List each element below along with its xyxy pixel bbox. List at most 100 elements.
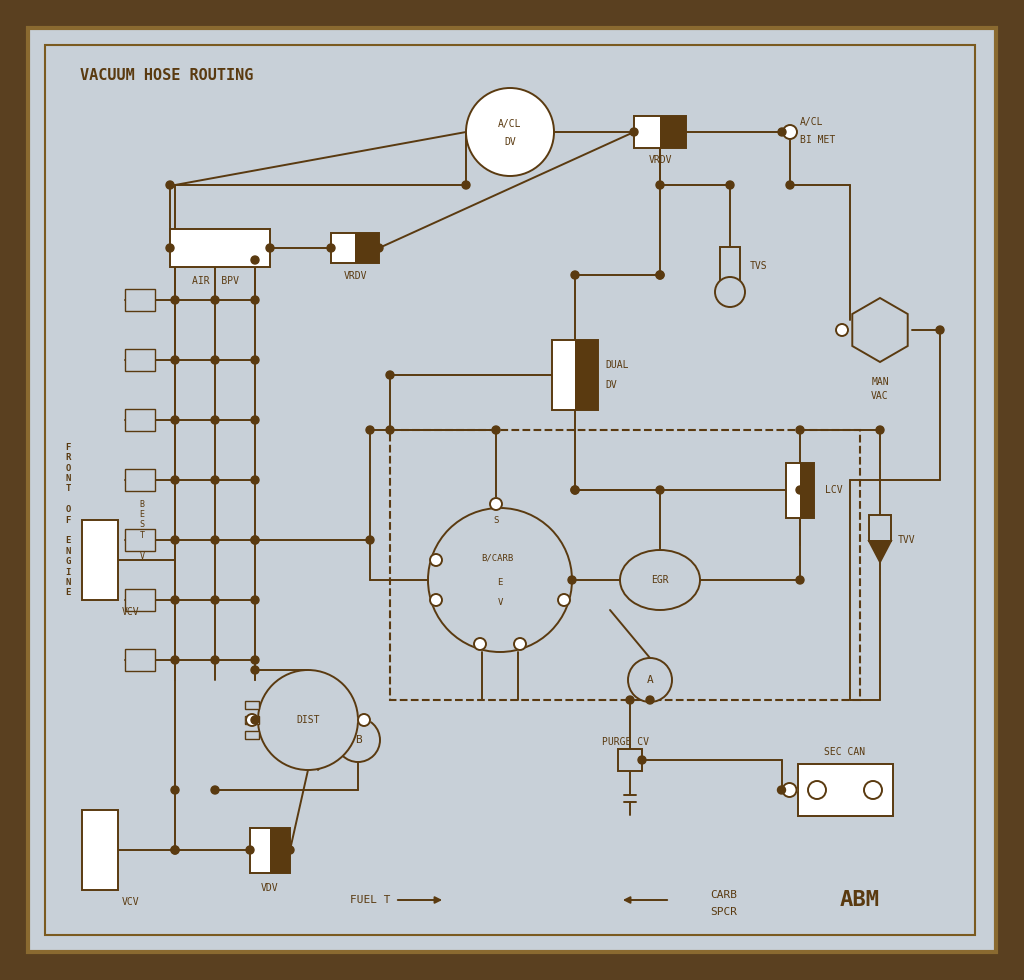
Text: DIST: DIST [296, 715, 319, 725]
Circle shape [936, 326, 944, 334]
Text: DUAL: DUAL [605, 360, 629, 370]
Circle shape [656, 486, 664, 494]
Circle shape [777, 786, 785, 794]
Circle shape [366, 426, 374, 434]
Circle shape [656, 271, 664, 279]
Circle shape [171, 296, 179, 304]
FancyBboxPatch shape [786, 463, 800, 517]
Circle shape [251, 476, 259, 484]
FancyBboxPatch shape [125, 289, 155, 311]
Circle shape [783, 125, 797, 139]
Polygon shape [852, 298, 907, 362]
Circle shape [251, 656, 259, 664]
FancyBboxPatch shape [575, 340, 598, 410]
FancyBboxPatch shape [125, 349, 155, 371]
Circle shape [251, 596, 259, 604]
Circle shape [796, 426, 804, 434]
Circle shape [492, 426, 500, 434]
Text: EGR: EGR [651, 575, 669, 585]
Circle shape [171, 476, 179, 484]
Text: S: S [494, 515, 499, 524]
Text: A: A [646, 675, 653, 685]
Text: VAC: VAC [871, 391, 889, 401]
FancyBboxPatch shape [82, 810, 118, 890]
Text: VCV: VCV [122, 897, 139, 907]
Circle shape [246, 714, 258, 726]
Circle shape [211, 476, 219, 484]
Text: VACUUM HOSE ROUTING: VACUUM HOSE ROUTING [80, 68, 253, 82]
Circle shape [251, 416, 259, 424]
Circle shape [211, 786, 219, 794]
Text: B
E
S
T
 
V: B E S T V [139, 500, 144, 561]
Circle shape [171, 536, 179, 544]
Circle shape [646, 696, 654, 704]
Text: TVV: TVV [898, 535, 915, 545]
Text: VCV: VCV [122, 607, 139, 617]
FancyBboxPatch shape [125, 469, 155, 491]
Circle shape [211, 416, 219, 424]
FancyBboxPatch shape [125, 649, 155, 671]
Circle shape [251, 716, 259, 724]
FancyBboxPatch shape [245, 716, 259, 724]
FancyBboxPatch shape [270, 827, 290, 872]
Circle shape [778, 128, 786, 136]
FancyBboxPatch shape [82, 520, 118, 600]
Text: DV: DV [504, 137, 516, 147]
Circle shape [171, 846, 179, 854]
Circle shape [211, 656, 219, 664]
Circle shape [386, 426, 394, 434]
Text: B: B [354, 735, 361, 745]
FancyBboxPatch shape [618, 749, 642, 771]
Circle shape [796, 486, 804, 494]
FancyBboxPatch shape [125, 529, 155, 551]
Circle shape [211, 296, 219, 304]
Text: VRDV: VRDV [648, 155, 672, 165]
FancyBboxPatch shape [798, 764, 893, 816]
Circle shape [171, 596, 179, 604]
Circle shape [628, 658, 672, 702]
Circle shape [786, 181, 794, 189]
Circle shape [626, 696, 634, 704]
FancyBboxPatch shape [245, 701, 259, 709]
Circle shape [490, 498, 502, 510]
Circle shape [836, 324, 848, 336]
Circle shape [166, 244, 174, 252]
Circle shape [366, 536, 374, 544]
Ellipse shape [620, 550, 700, 610]
FancyBboxPatch shape [552, 340, 575, 410]
Circle shape [876, 426, 884, 434]
Circle shape [796, 576, 804, 584]
FancyBboxPatch shape [170, 229, 270, 267]
Circle shape [171, 846, 179, 854]
Text: LCV: LCV [825, 485, 843, 495]
Circle shape [430, 594, 442, 606]
Circle shape [246, 846, 254, 854]
Circle shape [630, 128, 638, 136]
FancyBboxPatch shape [355, 233, 379, 263]
FancyBboxPatch shape [125, 589, 155, 611]
Text: TVS: TVS [750, 261, 768, 271]
Circle shape [251, 356, 259, 364]
Circle shape [808, 781, 826, 799]
FancyBboxPatch shape [125, 409, 155, 431]
Circle shape [656, 181, 664, 189]
FancyBboxPatch shape [634, 116, 660, 148]
Text: FUEL T: FUEL T [349, 895, 390, 905]
Circle shape [211, 356, 219, 364]
Circle shape [638, 756, 646, 764]
FancyBboxPatch shape [800, 463, 814, 517]
Circle shape [251, 296, 259, 304]
Text: AIR  BPV: AIR BPV [191, 276, 239, 286]
Circle shape [864, 781, 882, 799]
Circle shape [474, 638, 486, 650]
Circle shape [571, 486, 579, 494]
Circle shape [171, 786, 179, 794]
Circle shape [558, 594, 570, 606]
Circle shape [258, 670, 358, 770]
Circle shape [715, 277, 745, 307]
Circle shape [462, 181, 470, 189]
Circle shape [375, 244, 383, 252]
Circle shape [568, 576, 575, 584]
Circle shape [358, 714, 370, 726]
Text: DV: DV [605, 380, 616, 390]
